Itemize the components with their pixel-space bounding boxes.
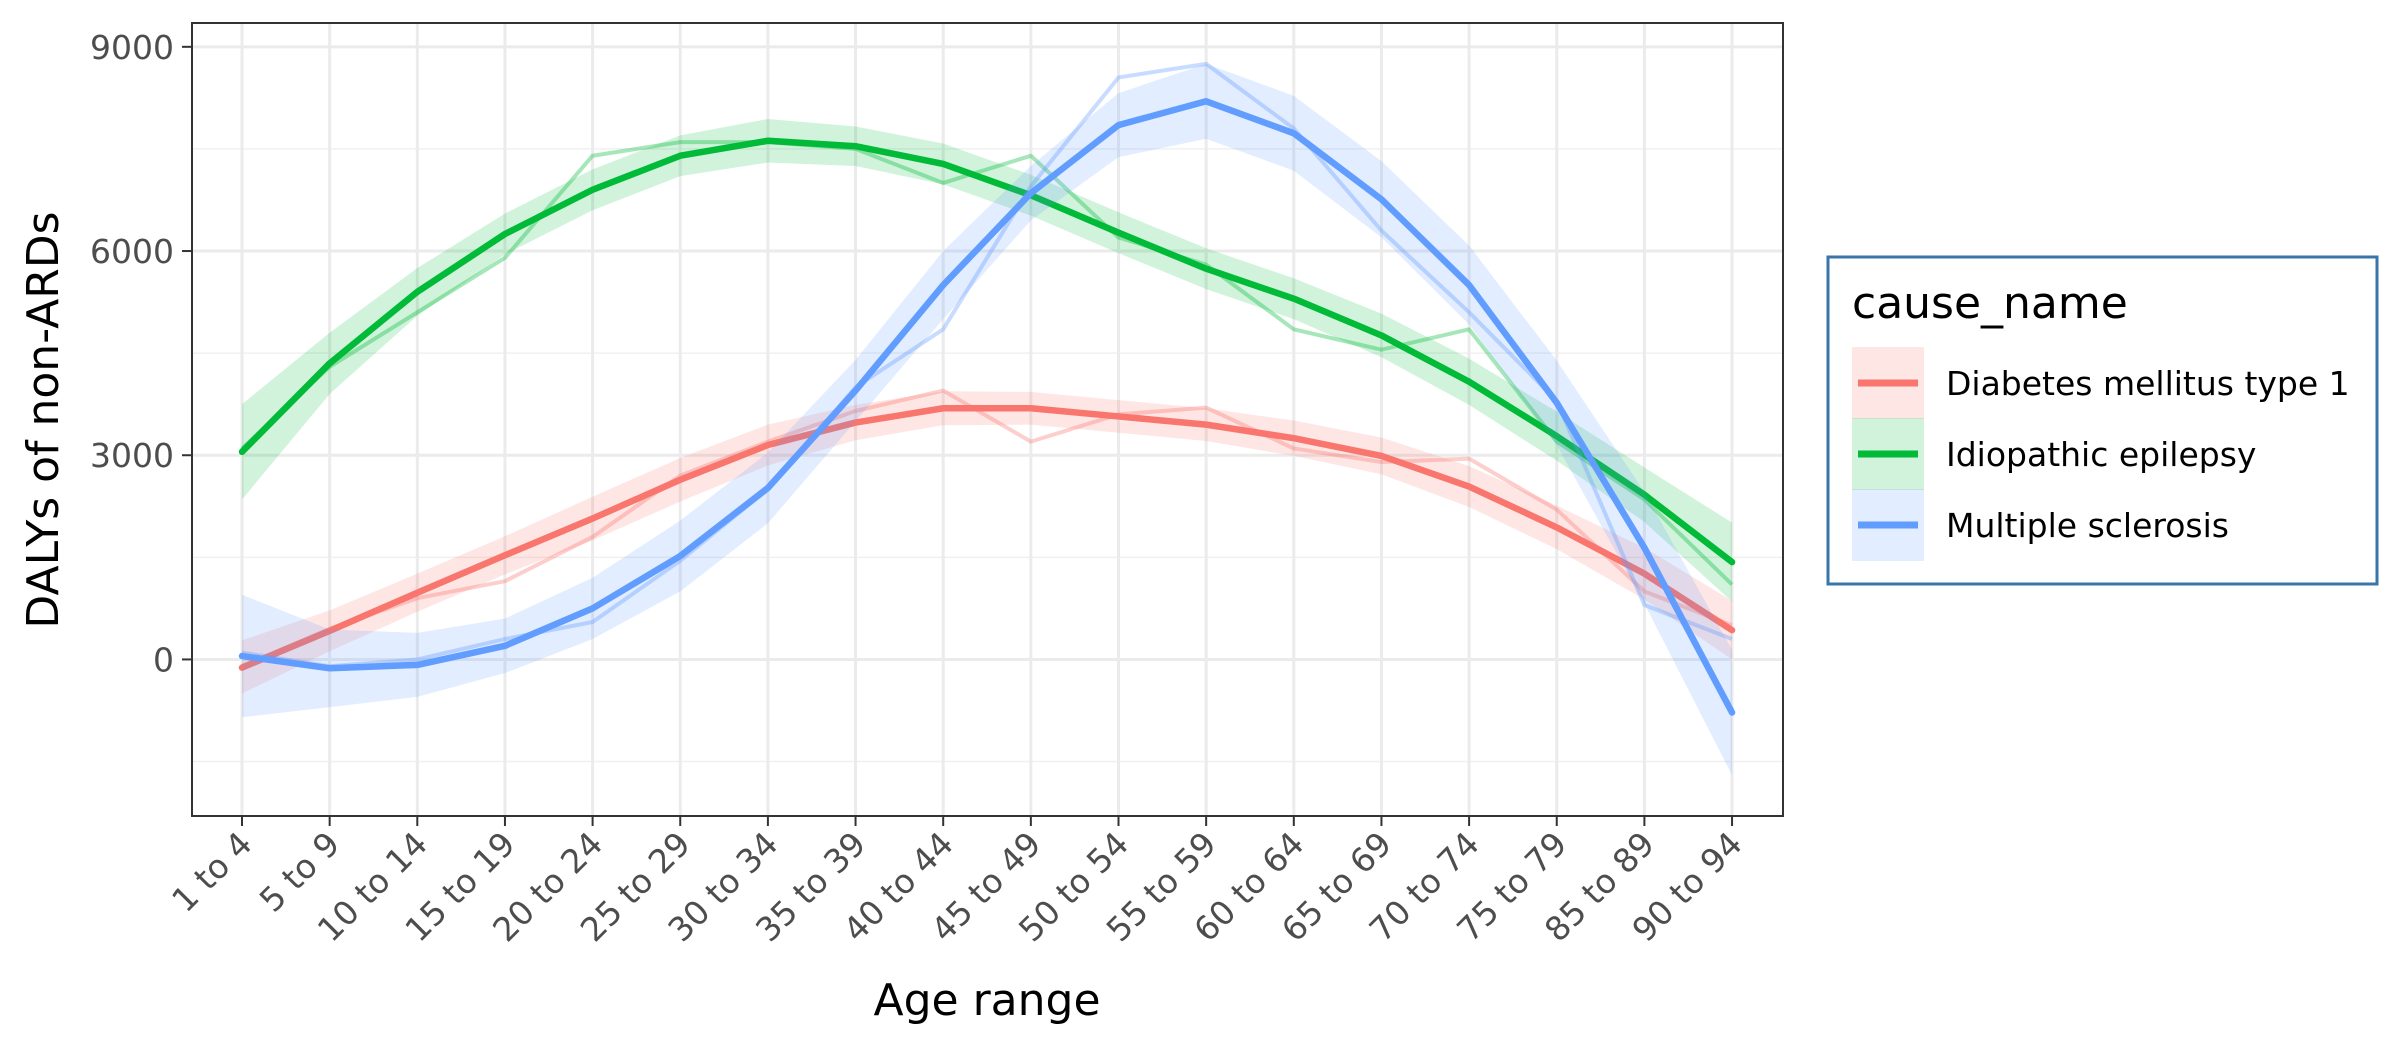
legend-label: Diabetes mellitus type 1 bbox=[1946, 364, 2350, 403]
legend-item: Idiopathic epilepsy bbox=[1852, 418, 2256, 490]
y-tick-label: 0 bbox=[153, 640, 174, 679]
legend: cause_name Diabetes mellitus type 1 Idiop… bbox=[1826, 255, 2379, 586]
series-1 bbox=[238, 118, 1736, 602]
legend-item: Multiple sclerosis bbox=[1852, 489, 2229, 561]
trend-line bbox=[238, 98, 1736, 716]
grid-minor bbox=[192, 148, 1783, 763]
observed-line bbox=[241, 388, 1733, 669]
x-axis-title: Age range bbox=[873, 975, 1100, 1026]
observed-line bbox=[241, 61, 1733, 669]
y-tick-label: 6000 bbox=[90, 232, 174, 271]
y-axis-title: DALYs of non-ARDs bbox=[18, 211, 69, 628]
series-0 bbox=[238, 388, 1736, 694]
y-axis: 0 3000 6000 9000 bbox=[90, 28, 192, 679]
legend-label: Idiopathic epilepsy bbox=[1946, 435, 2256, 474]
legend-box bbox=[1826, 255, 2379, 586]
y-tick-label: 9000 bbox=[90, 28, 174, 67]
series-layer bbox=[238, 61, 1736, 776]
legend-title: cause_name bbox=[1852, 278, 2128, 329]
confidence-band bbox=[242, 391, 1733, 694]
y-tick-label: 3000 bbox=[90, 436, 174, 475]
x-tick-label: 1 to 4 bbox=[164, 824, 260, 920]
panel-background bbox=[192, 23, 1783, 816]
series-2 bbox=[238, 61, 1736, 776]
legend-item: Diabetes mellitus type 1 bbox=[1852, 347, 2350, 419]
trend-line bbox=[238, 405, 1736, 671]
panel-border bbox=[191, 22, 1784, 817]
grid-major bbox=[192, 23, 1783, 816]
trend-line bbox=[238, 137, 1736, 566]
observed-line bbox=[240, 140, 1734, 587]
legend-items: Diabetes mellitus type 1 Idiopathic epile… bbox=[1852, 347, 2350, 561]
legend-label: Multiple sclerosis bbox=[1946, 506, 2229, 545]
